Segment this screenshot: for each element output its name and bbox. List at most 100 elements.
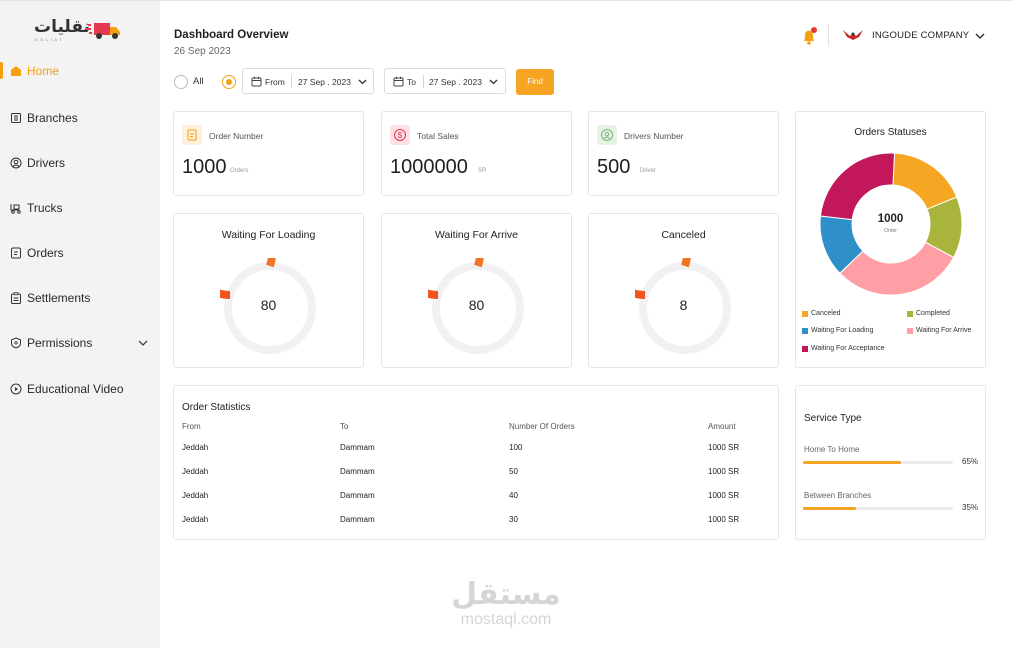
- radio-all[interactable]: [174, 75, 188, 89]
- sidebar-item-home[interactable]: Home: [0, 59, 160, 83]
- gauge-value: 8: [679, 297, 688, 313]
- sidebar-item-settlements[interactable]: Settlements: [0, 286, 160, 310]
- stat-value: 1000: [182, 156, 227, 178]
- header-divider: [828, 24, 829, 46]
- sidebar-item-label: Branches: [27, 111, 78, 125]
- legend-swatch: [907, 311, 913, 317]
- find-button[interactable]: Find: [516, 69, 554, 95]
- legend-label: Waiting For Acceptance: [811, 345, 885, 352]
- to-divider: [423, 75, 424, 88]
- donut-slice-waiting-for-acceptance[interactable]: [820, 153, 896, 221]
- waiting-for-arrive-gauge: [428, 258, 524, 354]
- chevron-down-icon[interactable]: [137, 337, 149, 349]
- stat-label: Total Sales: [417, 131, 459, 141]
- shield-icon: [11, 337, 21, 349]
- sidebar-item-orders[interactable]: Orders: [0, 241, 160, 265]
- total-sales-card: $ Total Sales 1000000 SR: [381, 111, 572, 196]
- from-date-value: 27 Sep . 2023: [298, 77, 351, 87]
- brand-name-latin: NGLIAT: [35, 37, 65, 42]
- donut-title: Orders Statuses: [854, 127, 927, 138]
- column-header-amount: Amount: [708, 422, 736, 431]
- gauge-title: Waiting For Loading: [221, 229, 316, 241]
- truck-logo-icon: [86, 23, 120, 39]
- sidebar-item-branches[interactable]: Branches: [0, 106, 160, 130]
- stat-label: Order Number: [209, 131, 264, 141]
- table-title: Order Statistics: [182, 402, 251, 413]
- truck-icon: [10, 204, 21, 214]
- service-percent-between-branches: 35%: [962, 503, 979, 512]
- svg-text:$: $: [398, 131, 403, 140]
- stat-unit: Orders: [230, 168, 249, 174]
- cell-from: Jeddah: [182, 491, 209, 500]
- donut-center-label: Order: [884, 228, 897, 234]
- calendar-icon: [251, 76, 262, 87]
- radio-date-range[interactable]: [222, 75, 236, 89]
- sidebar-item-label: Orders: [27, 246, 64, 260]
- legend-swatch: [802, 311, 808, 317]
- cell-from: Jeddah: [182, 515, 209, 524]
- stat-label: Drivers Number: [624, 131, 684, 141]
- chevron-down-icon[interactable]: [974, 30, 986, 42]
- cell-number-of-orders: 100: [509, 443, 523, 452]
- sidebar-item-label: Permissions: [27, 336, 93, 350]
- legend-swatch: [802, 328, 808, 334]
- from-divider: [291, 75, 292, 88]
- service-label-between-branches: Between Branches: [804, 491, 872, 500]
- stat-value: 500: [597, 156, 631, 178]
- service-percent-home-to-home: 65%: [962, 457, 979, 466]
- from-date-picker[interactable]: From 27 Sep . 2023: [242, 68, 374, 94]
- waiting-for-loading-gauge: [220, 258, 316, 354]
- sidebar-item-label: Trucks: [27, 201, 63, 215]
- sidebar-item-label: Settlements: [27, 291, 91, 305]
- driver-user-icon: [597, 125, 617, 145]
- chevron-down-icon: [358, 79, 367, 85]
- from-label: From: [265, 77, 285, 87]
- service-progress-home-to-home: [803, 461, 953, 464]
- building-icon: [11, 113, 21, 123]
- company-logo-icon[interactable]: [842, 28, 864, 42]
- page-title: Dashboard Overview: [174, 29, 289, 41]
- cell-number-of-orders: 50: [509, 467, 518, 476]
- cell-amount: 1000 SR: [708, 443, 740, 452]
- sidebar-item-label: Drivers: [27, 156, 65, 170]
- stat-unit: Driver: [640, 168, 656, 174]
- active-indicator: [0, 62, 3, 79]
- cell-number-of-orders: 40: [509, 491, 518, 500]
- brand-logo[interactable]: نقليات NGLIAT: [34, 17, 124, 43]
- sidebar-item-trucks[interactable]: Trucks: [0, 196, 160, 220]
- play-icon: [10, 383, 22, 395]
- to-date-picker[interactable]: To 27 Sep . 2023: [384, 68, 506, 94]
- user-icon: [10, 157, 22, 169]
- sidebar-item-permissions[interactable]: Permissions: [0, 331, 160, 355]
- service-type-title: Service Type: [804, 413, 862, 424]
- to-date-value: 27 Sep . 2023: [429, 77, 482, 87]
- home-icon: [11, 66, 21, 76]
- cell-amount: 1000 SR: [708, 491, 740, 500]
- gauge-title: Canceled: [661, 229, 706, 241]
- sidebar-item-educational-video[interactable]: Educational Video: [0, 377, 160, 401]
- donut-slice-waiting-for-arrive[interactable]: [839, 241, 955, 295]
- service-label-home-to-home: Home To Home: [804, 445, 860, 454]
- stat-unit: SR: [478, 168, 487, 174]
- company-name[interactable]: INGOUDE COMPANY: [872, 30, 970, 41]
- sidebar-item-drivers[interactable]: Drivers: [0, 151, 160, 175]
- column-header-to: To: [340, 422, 349, 431]
- cell-to: Dammam: [340, 491, 375, 500]
- top-divider: [0, 0, 1013, 1]
- donut-center-value: 1000: [877, 213, 904, 225]
- progress-fill: [803, 507, 856, 510]
- watermark: مستقل mostaql.com: [444, 578, 568, 628]
- gauge-value: 80: [468, 297, 485, 313]
- cell-to: Dammam: [340, 443, 375, 452]
- legend-label: Waiting For Loading: [811, 327, 874, 334]
- legend-swatch: [802, 346, 808, 352]
- legend-label: Completed: [916, 310, 950, 317]
- clipboard-icon: [11, 292, 21, 304]
- column-header-number-of-orders: Number Of Orders: [509, 422, 575, 431]
- to-label: To: [407, 77, 416, 87]
- notification-bell-icon[interactable]: [801, 27, 819, 47]
- brand-name-arabic: نقليات: [34, 17, 90, 37]
- service-progress-between-branches: [803, 507, 953, 510]
- cell-amount: 1000 SR: [708, 515, 740, 524]
- page-date: 26 Sep 2023: [174, 46, 231, 57]
